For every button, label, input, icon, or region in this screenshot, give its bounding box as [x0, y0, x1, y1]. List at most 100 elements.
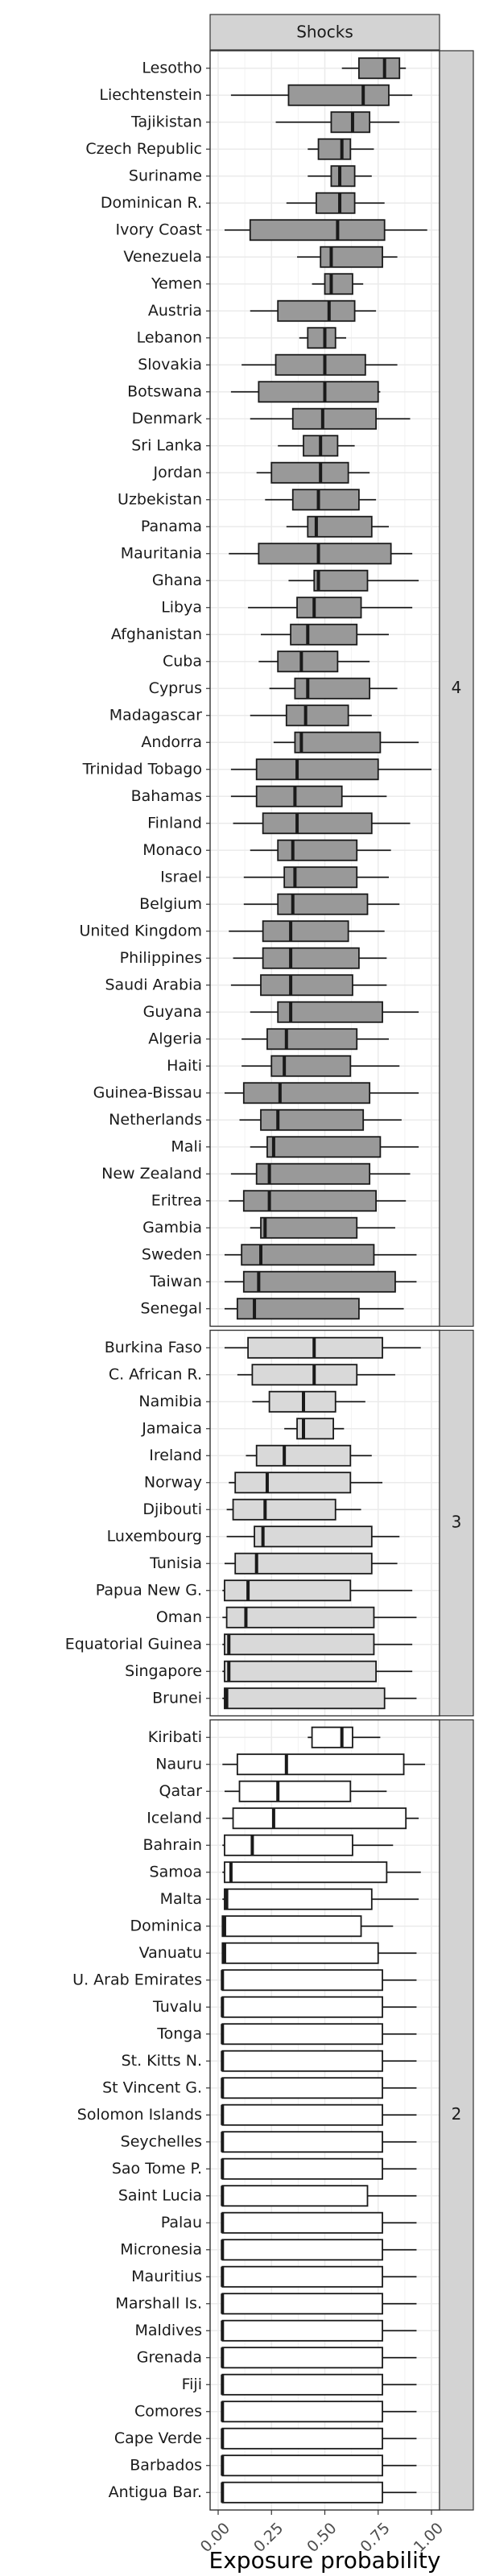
category-label: Mauritius	[131, 2268, 202, 2285]
box-bahrain	[222, 1834, 394, 1856]
category-label: Austria	[148, 302, 202, 320]
category-label: Qatar	[159, 1782, 202, 1800]
box-samoa	[222, 1861, 421, 1884]
iqr-box	[221, 2265, 383, 2288]
category-label: Kiribati	[148, 1728, 202, 1746]
category-label: Finland	[147, 814, 202, 832]
box-suriname	[308, 165, 372, 188]
category-label: Dominican R.	[101, 194, 202, 212]
category-label: United Kingdom	[79, 922, 202, 939]
iqr-box	[221, 2373, 383, 2396]
iqr-box	[232, 1807, 407, 1830]
category-label: Jamaica	[141, 1419, 202, 1437]
panel-3: Burkina Faso C. African R. Namibia Jamaica I…	[65, 1329, 474, 1717]
iqr-box	[221, 2103, 383, 2126]
iqr-box	[224, 1633, 375, 1656]
box-belgium	[243, 893, 400, 915]
panel-4: Lesotho Liechtenstein Tajikistan Czech Repu…	[79, 50, 474, 1327]
panel-strip	[439, 50, 474, 1327]
box-palau	[221, 2211, 417, 2234]
iqr-box	[238, 1780, 352, 1802]
category-label: Guyana	[143, 1003, 202, 1021]
box-tonga	[221, 2023, 417, 2046]
category-label: Luxembourg	[107, 1527, 202, 1545]
category-label: Venezuela	[123, 248, 202, 266]
category-label: Cyprus	[149, 679, 202, 697]
box-luxembourg	[226, 1525, 400, 1548]
iqr-box	[221, 2401, 383, 2423]
box-u-arab-emirates	[221, 1969, 417, 1992]
box-jordan	[256, 461, 370, 484]
iqr-box	[221, 2050, 383, 2072]
iqr-box	[296, 597, 362, 619]
iqr-box	[291, 489, 360, 511]
box-nauru	[222, 1753, 426, 1776]
box-gambia	[250, 1216, 395, 1239]
category-label: Saint Lucia	[118, 2186, 202, 2204]
category-label: Namibia	[138, 1393, 202, 1410]
box-comores	[221, 2401, 417, 2423]
category-label: Bahrain	[143, 1836, 203, 1854]
iqr-box	[225, 1606, 375, 1629]
box-oman	[222, 1606, 417, 1629]
iqr-box	[311, 1726, 353, 1748]
box-andorra	[273, 731, 419, 753]
category-label: Oman	[156, 1608, 202, 1626]
box-grenada	[221, 2347, 417, 2369]
box-dominican-r-	[286, 192, 385, 214]
panel-strip-label: 3	[452, 1513, 462, 1532]
category-label: Nauru	[155, 1755, 202, 1773]
iqr-box	[242, 1082, 371, 1104]
iqr-box	[262, 920, 349, 943]
box-sao-tome-p-	[221, 2157, 417, 2180]
panel-strip	[439, 1329, 474, 1717]
iqr-box	[260, 1108, 365, 1131]
category-label: Sweden	[142, 1245, 202, 1263]
box-eritrea	[229, 1190, 407, 1212]
category-label: Andorra	[141, 733, 202, 751]
iqr-box	[255, 1162, 371, 1185]
iqr-box	[221, 2481, 383, 2504]
iqr-box	[258, 381, 379, 403]
category-label: Cuba	[163, 652, 202, 670]
iqr-box	[221, 2454, 383, 2477]
box-antigua-bar-	[221, 2481, 417, 2504]
box-st-vincent-g-	[221, 2077, 417, 2099]
box-uzbekistan	[265, 489, 377, 511]
panel-strip-label: 2	[452, 2104, 462, 2124]
category-label: Singapore	[125, 1662, 202, 1680]
category-label: Cape Verde	[114, 2429, 202, 2447]
box-austria	[250, 299, 377, 322]
box-guinea-bissau	[224, 1082, 419, 1104]
box-djibouti	[226, 1498, 361, 1521]
category-label: U. Arab Emirates	[72, 1971, 202, 1988]
category-label: C. African R.	[109, 1365, 202, 1383]
box-iceland	[222, 1807, 419, 1830]
category-label: Comores	[134, 2402, 202, 2420]
box-marshall-is-	[221, 2293, 417, 2315]
iqr-box	[224, 1660, 378, 1682]
facet-strip: Shocks	[209, 14, 440, 51]
category-label: New Zealand	[101, 1165, 202, 1183]
iqr-box	[277, 839, 358, 861]
category-label: Belgium	[139, 895, 202, 913]
panels: Lesotho Liechtenstein Tajikistan Czech Repu…	[65, 50, 474, 2511]
box-taiwan	[224, 1270, 417, 1293]
box-dominica	[221, 1915, 394, 1938]
iqr-box	[285, 704, 349, 727]
iqr-box	[262, 812, 373, 835]
iqr-box	[291, 407, 377, 430]
box-vanuatu	[221, 1942, 417, 1964]
box-mauritania	[229, 543, 413, 565]
box-new-zealand	[230, 1162, 411, 1185]
box-papua-new-g-	[222, 1579, 413, 1602]
category-label: Tunisia	[149, 1554, 202, 1572]
category-label: Palau	[161, 2214, 202, 2231]
category-label: Haiti	[167, 1057, 202, 1075]
category-label: Slovakia	[138, 356, 202, 374]
box-israel	[243, 866, 389, 889]
box-algeria	[242, 1028, 389, 1051]
iqr-box	[236, 1298, 360, 1320]
category-label: Uzbekistan	[118, 490, 202, 508]
